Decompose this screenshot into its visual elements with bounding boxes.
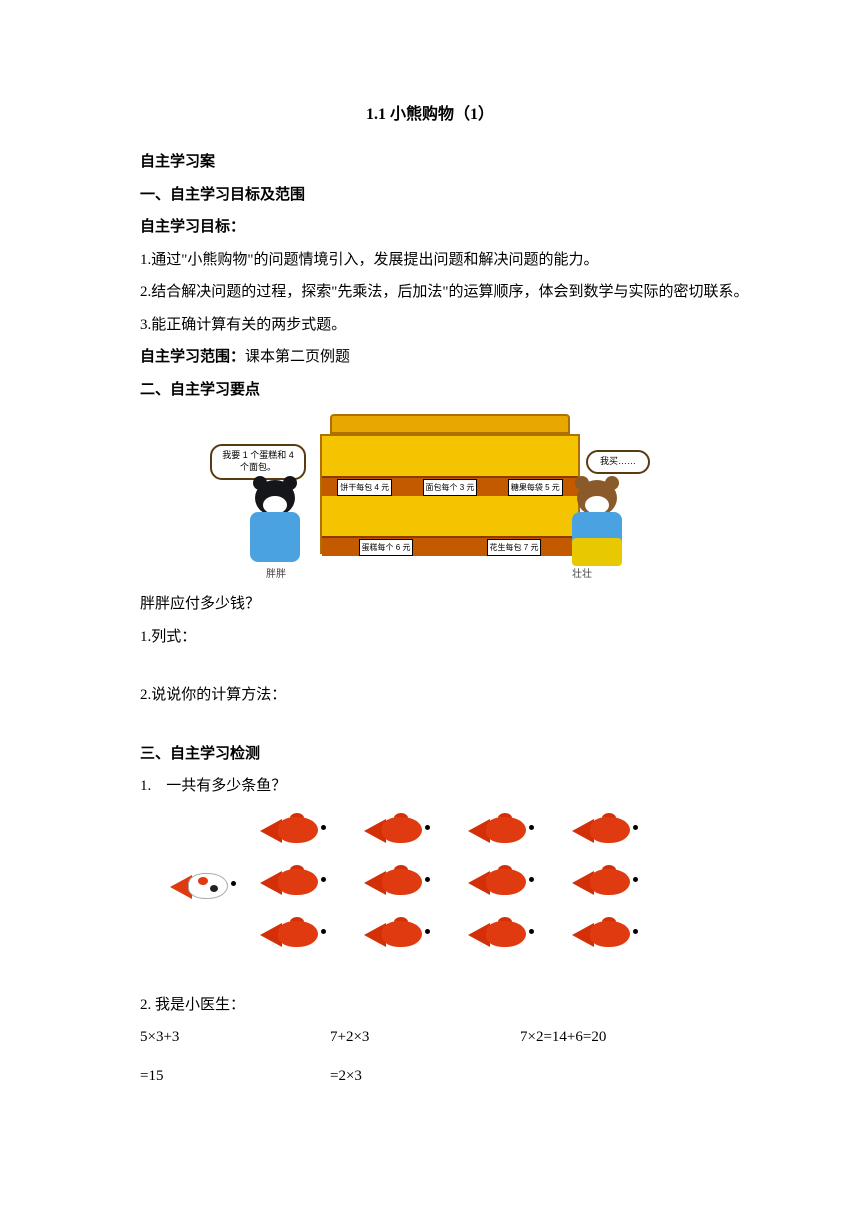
section-1-heading: 一、自主学习目标及范围 [110, 181, 750, 210]
goal-2: 2.结合解决问题的过程，探索"先乘法，后加法"的运算顺序，体会到数学与实际的密切… [110, 278, 750, 307]
question-2: 2. 我是小医生： [110, 991, 750, 1020]
item-biscuit: 饼干每包 4 元 [337, 479, 392, 496]
shelf-row-1: 饼干每包 4 元 面包每个 3 元 糖果每袋 5 元 [322, 476, 578, 496]
fish-goldfish-icon [260, 811, 332, 849]
shop-illustration: 饼干每包 4 元 面包每个 3 元 糖果每袋 5 元 蛋糕每个 6 元 花生每包… [110, 414, 750, 584]
step-1: 1.列式： [110, 623, 750, 652]
scope-value: 课本第二页例题 [245, 349, 350, 365]
item-peanut: 花生每包 7 元 [487, 539, 542, 556]
bear-label-right: 壮壮 [572, 565, 592, 584]
question-main: 胖胖应付多少钱？ [110, 590, 750, 619]
equation-row-1: 5×3+3 7+2×3 7×2=14+6=20 [140, 1023, 750, 1052]
equation-row-2: =15 =2×3 [140, 1062, 750, 1091]
scope-label: 自主学习范围： [140, 349, 245, 365]
fish-goldfish-icon [468, 811, 540, 849]
item-bread: 面包每个 3 元 [423, 479, 478, 496]
bear-zhuangzhuang-icon [562, 480, 632, 570]
section-2-heading: 二、自主学习要点 [110, 376, 750, 405]
question-1: 1. 一共有多少条鱼？ [110, 772, 750, 801]
fish-goldfish-icon [468, 863, 540, 901]
eq-col3-line1: 7×2=14+6=20 [520, 1023, 606, 1052]
shelf-row-2: 蛋糕每个 6 元 花生每包 7 元 [322, 536, 578, 556]
fish-goldfish-icon [260, 915, 332, 953]
step-2: 2.说说你的计算方法： [110, 681, 750, 710]
page-title: 1.1 小熊购物（1） [110, 100, 750, 130]
eq-col2-line1: 7+2×3 [330, 1023, 410, 1052]
fish-goldfish-icon [260, 863, 332, 901]
eq-col1-line2: =15 [140, 1062, 220, 1091]
fish-goldfish-icon [364, 863, 436, 901]
speech-right: 我买…… [586, 450, 650, 474]
fish-koi-icon [170, 867, 242, 905]
section-3-heading: 三、自主学习检测 [110, 740, 750, 769]
fish-goldfish-icon [572, 811, 644, 849]
eq-col2-line2: =2×3 [330, 1062, 410, 1091]
bear-label-left: 胖胖 [266, 565, 286, 584]
fish-goldfish-icon [364, 915, 436, 953]
bear-pangpang-icon [240, 480, 310, 570]
fish-goldfish-icon [364, 811, 436, 849]
fish-goldfish-icon [572, 863, 644, 901]
fish-illustration [170, 811, 690, 961]
eq-col1-line1: 5×3+3 [140, 1023, 220, 1052]
fish-goldfish-icon [468, 915, 540, 953]
item-cake: 蛋糕每个 6 元 [359, 539, 414, 556]
scope-line: 自主学习范围：课本第二页例题 [110, 343, 750, 372]
speech-left: 我要 1 个蛋糕和 4 个面包。 [210, 444, 306, 479]
fish-goldfish-icon [572, 915, 644, 953]
goal-3: 3.能正确计算有关的两步式题。 [110, 311, 750, 340]
goals-heading: 自主学习目标： [110, 213, 750, 242]
item-candy: 糖果每袋 5 元 [508, 479, 563, 496]
case-heading: 自主学习案 [110, 148, 750, 177]
goal-1: 1.通过"小熊购物"的问题情境引入，发展提出问题和解决问题的能力。 [110, 246, 750, 275]
